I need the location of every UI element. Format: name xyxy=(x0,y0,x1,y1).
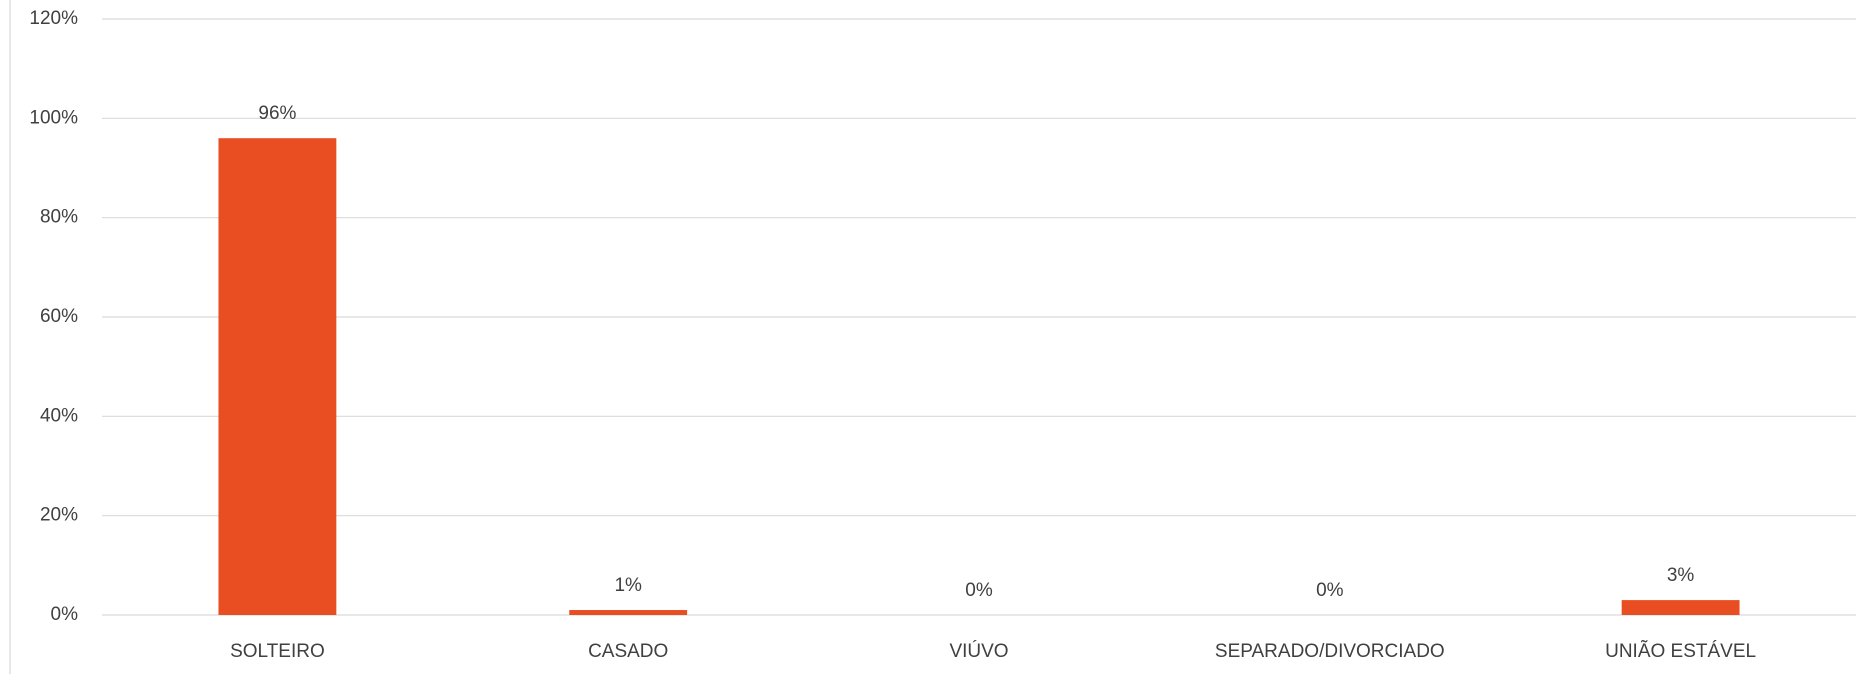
bar xyxy=(1621,600,1740,615)
x-tick-label: CASADO xyxy=(588,641,668,662)
y-tick-label: 60% xyxy=(40,306,78,327)
bar xyxy=(218,138,337,615)
data-label: 96% xyxy=(258,103,296,124)
y-tick-label: 20% xyxy=(40,505,78,526)
bar xyxy=(569,610,688,615)
data-label: 3% xyxy=(1667,565,1695,586)
data-label: 1% xyxy=(614,575,642,596)
data-label: 0% xyxy=(965,580,993,601)
y-tick-label: 120% xyxy=(29,8,78,29)
y-tick-label: 0% xyxy=(51,604,79,625)
x-tick-label: VIÚVO xyxy=(949,640,1008,662)
data-label: 0% xyxy=(1316,580,1344,601)
x-tick-label: SOLTEIRO xyxy=(230,641,325,662)
x-tick-label: SEPARADO/DIVORCIADO xyxy=(1215,641,1445,662)
y-tick-label: 40% xyxy=(40,405,78,426)
y-tick-label: 100% xyxy=(29,107,78,128)
y-tick-label: 80% xyxy=(40,207,78,228)
x-tick-label: UNIÃO ESTÁVEL xyxy=(1605,640,1756,662)
